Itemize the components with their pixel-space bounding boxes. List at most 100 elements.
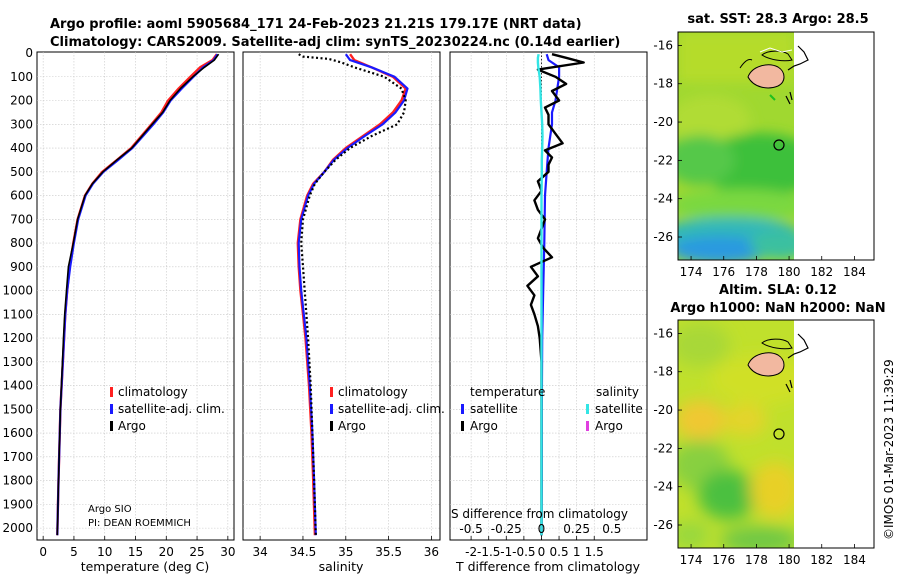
fiji-island-outline bbox=[739, 45, 809, 105]
salinity-difference-ticks: -0.5 -0.25 0 0.25 0.5 bbox=[459, 522, 621, 536]
x-tick-label: 5 bbox=[70, 545, 78, 559]
depth-tick-label: 1000 bbox=[2, 284, 33, 298]
depth-tick-label: 100 bbox=[10, 70, 33, 84]
difference-xlabel: T difference from climatology bbox=[455, 559, 641, 574]
legend-label-temp-satellite: satellite bbox=[470, 402, 518, 416]
map-x-tick-label: 184 bbox=[843, 265, 866, 279]
depth-tick-label: 1500 bbox=[2, 402, 33, 416]
salinity-legend: climatology satellite-adj. clim. Argo bbox=[330, 385, 445, 433]
salinity-grid bbox=[243, 52, 440, 540]
legend-swatch-climatology bbox=[110, 387, 113, 397]
x-tick-label: 1.5 bbox=[585, 545, 604, 559]
x-tick-label: 0 bbox=[538, 545, 546, 559]
temperature-grid bbox=[37, 52, 234, 540]
depth-tick-label: 300 bbox=[10, 117, 33, 131]
map-y-tick-label: -22 bbox=[653, 153, 673, 167]
difference-x-ticks: -2 -1.5 -1 -0.5 0 0.5 1 1.5 bbox=[465, 536, 604, 559]
x-tick-label: -1.5 bbox=[477, 545, 500, 559]
legend-label-satellite-adj: satellite-adj. clim. bbox=[338, 402, 445, 416]
s-tick-label: 0.25 bbox=[563, 522, 590, 536]
legend-title-temperature: temperature bbox=[470, 385, 545, 399]
s-tick-label: -0.25 bbox=[491, 522, 522, 536]
x-tick-label: 0.5 bbox=[550, 545, 569, 559]
depth-tick-label: 1400 bbox=[2, 379, 33, 393]
x-tick-label: -0.5 bbox=[512, 545, 535, 559]
legend-title-salinity: salinity bbox=[596, 385, 639, 399]
figure-title-line1: Argo profile: aoml 5905684_171 24-Feb-20… bbox=[50, 17, 582, 32]
difference-panel: -2 -1.5 -1 -0.5 0 0.5 1 1.5 -0.5 -0.25 0 0.25 0.5 S… bbox=[449, 51, 648, 574]
s-tick-label: 0 bbox=[538, 522, 546, 536]
x-tick-label: 25 bbox=[189, 545, 204, 559]
map-y-tick-label: -20 bbox=[653, 115, 673, 129]
sst-map-x-ticks: 174 176 178 180 182 184 bbox=[680, 256, 866, 279]
salinity-axes-box bbox=[242, 51, 441, 541]
salinity-panel: 34 34.5 35 35.5 36 salinity climatology sate… bbox=[242, 51, 445, 574]
map-y-tick-label: -24 bbox=[653, 192, 673, 206]
depth-tick-label: 2000 bbox=[2, 521, 33, 535]
series-line-argo bbox=[56, 53, 220, 536]
x-tick-label: 1 bbox=[573, 545, 581, 559]
map-x-tick-label: 176 bbox=[712, 265, 735, 279]
depth-tick-label: 800 bbox=[10, 236, 33, 250]
map-x-tick-label: 176 bbox=[712, 553, 735, 567]
map-y-tick-label: -18 bbox=[653, 365, 673, 379]
x-tick-label: 35.5 bbox=[375, 545, 402, 559]
temperature-panel: 0 5 10 15 20 25 30 temperature (deg C) climato… bbox=[36, 51, 235, 574]
sla-map-y-ticks: -16 -18 -20 -22 -24 -26 bbox=[653, 326, 682, 532]
depth-tick-label: 1300 bbox=[2, 355, 33, 369]
sla-map-frame bbox=[677, 319, 875, 549]
float-location-marker bbox=[773, 139, 785, 151]
legend-label-climatology: climatology bbox=[338, 385, 408, 399]
map-y-tick-label: -22 bbox=[653, 441, 673, 455]
x-tick-label: 34.5 bbox=[290, 545, 317, 559]
x-tick-label: 34 bbox=[252, 545, 267, 559]
legend-swatch-argo bbox=[110, 421, 113, 431]
x-tick-label: 36 bbox=[424, 545, 439, 559]
depth-tick-label: 1800 bbox=[2, 474, 33, 488]
legend-swatch-satellite-adj bbox=[110, 404, 113, 414]
temperature-x-ticks: 0 5 10 15 20 25 30 bbox=[39, 536, 235, 559]
legend-label-argo: Argo bbox=[338, 419, 366, 433]
x-tick-label: 35 bbox=[338, 545, 353, 559]
salinity-lines bbox=[296, 53, 409, 536]
sst-map-y-ticks: -16 -18 -20 -22 -24 -26 bbox=[653, 38, 682, 244]
legend-swatch-climatology bbox=[330, 387, 333, 397]
depth-tick-label: 1600 bbox=[2, 426, 33, 440]
s-tick-label: -0.5 bbox=[459, 522, 482, 536]
map-y-tick-label: -20 bbox=[653, 403, 673, 417]
temperature-legend: climatology satellite-adj. clim. Argo bbox=[110, 385, 225, 433]
legend-label-temp-argo: Argo bbox=[470, 419, 498, 433]
depth-tick-label: 900 bbox=[10, 260, 33, 274]
legend-label-climatology: climatology bbox=[118, 385, 188, 399]
depth-tick-label: 1200 bbox=[2, 331, 33, 345]
legend-label-sal-satellite: satellite bbox=[595, 402, 643, 416]
depth-tick-label: 1700 bbox=[2, 450, 33, 464]
map-x-tick-label: 184 bbox=[843, 553, 866, 567]
difference-lines bbox=[526, 53, 585, 536]
fiji-island-outline bbox=[747, 333, 809, 393]
x-tick-label: -1 bbox=[500, 545, 512, 559]
x-tick-label: 30 bbox=[220, 545, 235, 559]
credit-pi: PI: DEAN ROEMMICH bbox=[88, 518, 191, 529]
sla-map-subtitle: Argo h1000: NaN h2000: NaN bbox=[670, 301, 885, 316]
depth-tick-label: 1100 bbox=[2, 307, 33, 321]
salinity-x-ticks: 34 34.5 35 35.5 36 bbox=[252, 536, 439, 559]
sla-map-panel: Altim. SLA: 0.12 Argo h1000: NaN h2000: … bbox=[653, 283, 885, 567]
sla-map-x-ticks: 174 176 178 180 182 184 bbox=[680, 544, 866, 567]
map-y-tick-label: -26 bbox=[653, 230, 673, 244]
map-y-tick-label: -26 bbox=[653, 518, 673, 532]
sla-field bbox=[678, 320, 794, 548]
sst-map-frame bbox=[677, 31, 875, 261]
depth-tick-label: 500 bbox=[10, 165, 33, 179]
legend-label-sal-argo: Argo bbox=[595, 419, 623, 433]
depth-tick-label: 700 bbox=[10, 212, 33, 226]
depth-axis: 0 100 200 300 400 500 600 700 800 900 1000 1100 1200… bbox=[2, 46, 33, 535]
legend-label-argo: Argo bbox=[118, 419, 146, 433]
x-tick-label: 10 bbox=[97, 545, 112, 559]
legend-swatch-satellite-adj bbox=[330, 404, 333, 414]
map-y-tick-label: -16 bbox=[653, 38, 673, 52]
map-x-tick-label: 178 bbox=[745, 265, 768, 279]
float-location-marker bbox=[773, 428, 785, 440]
difference-axes-box bbox=[449, 51, 648, 541]
sst-map-title: sat. SST: 28.3 Argo: 28.5 bbox=[687, 12, 868, 27]
